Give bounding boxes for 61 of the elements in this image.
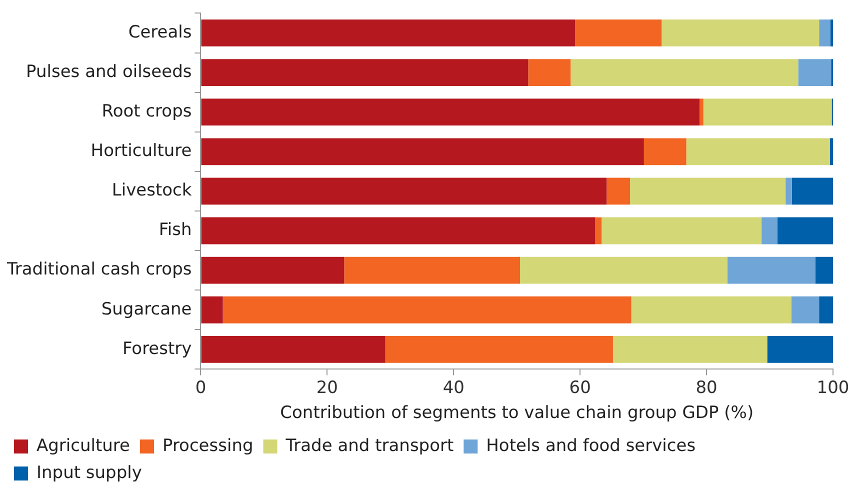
bar — [595, 217, 602, 244]
legend-label: Input supply — [36, 462, 142, 483]
bar — [819, 296, 833, 324]
x-tick-label: 20 — [316, 378, 338, 398]
bar — [602, 217, 762, 244]
bar — [786, 178, 792, 205]
legend-label: Hotels and food services — [486, 436, 696, 456]
bar — [201, 256, 344, 284]
bar — [644, 138, 686, 166]
bar — [727, 256, 816, 284]
bar — [520, 256, 728, 284]
y-tick-label: Forestry — [122, 338, 192, 359]
bar — [201, 217, 596, 244]
y-tick-label: Traditional cash crops — [6, 260, 192, 280]
y-tick-label: Fish — [158, 220, 192, 240]
legend-label: Processing — [162, 436, 254, 456]
bar — [791, 296, 820, 324]
bar — [201, 178, 607, 205]
y-tick-label: Livestock — [112, 180, 192, 201]
y-tick-label: Cereals — [128, 22, 192, 42]
bar — [630, 178, 786, 205]
bar — [815, 256, 833, 284]
bar — [662, 20, 820, 46]
bar — [201, 336, 386, 363]
legend-label: Trade and transport — [284, 436, 454, 456]
bar — [830, 20, 833, 46]
bar — [344, 256, 520, 284]
legend-label: Agriculture — [36, 436, 130, 456]
x-tick-label: 80 — [696, 378, 718, 398]
x-tick-label: 60 — [569, 378, 591, 398]
bar — [528, 59, 571, 86]
bar — [686, 138, 830, 166]
bar — [201, 98, 700, 126]
bar — [703, 98, 832, 126]
y-tick-label: Horticulture — [90, 141, 192, 162]
bar — [762, 217, 778, 244]
bar — [631, 296, 792, 324]
x-tick-label: 40 — [442, 378, 464, 398]
y-tick-label: Pulses and oilseeds — [26, 62, 192, 82]
x-tick-label: 0 — [195, 378, 206, 398]
bar — [222, 296, 632, 324]
bar — [606, 178, 630, 205]
y-tick-label: Sugarcane — [101, 299, 192, 320]
bar — [612, 336, 768, 363]
bar — [798, 59, 832, 86]
y-tick-label: Root crops — [102, 102, 192, 122]
bar — [777, 217, 833, 244]
bar — [570, 59, 798, 86]
x-axis-title: Contribution of segments to value chain group GDP (%) — [280, 403, 754, 424]
bar — [201, 138, 644, 166]
bar — [201, 59, 528, 86]
bar — [700, 98, 704, 126]
bar — [819, 20, 830, 46]
bar — [792, 178, 833, 205]
bar — [201, 20, 576, 46]
bar — [830, 138, 833, 166]
bar — [767, 336, 833, 363]
bar — [575, 20, 662, 46]
bar — [385, 336, 613, 363]
bar — [201, 296, 223, 324]
x-tick-label: 100 — [816, 378, 850, 398]
